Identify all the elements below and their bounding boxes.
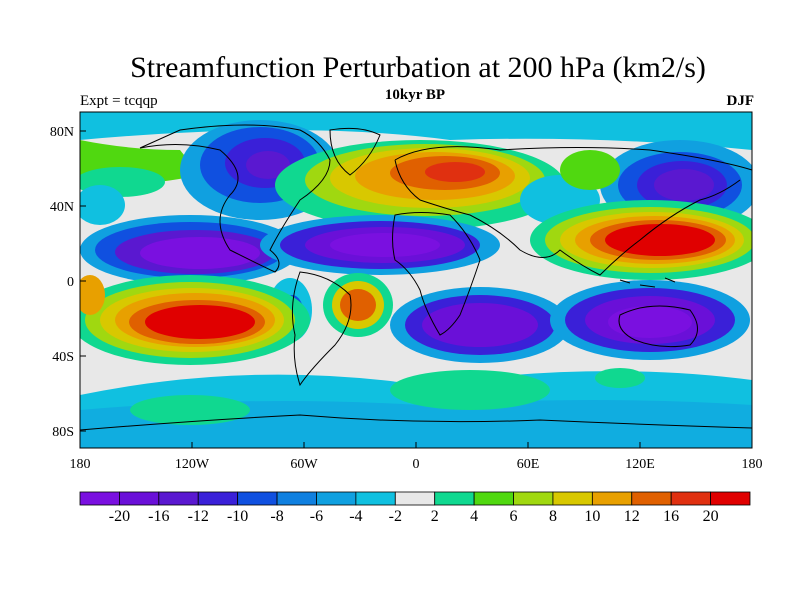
colorbar: -20 -16 -12 -10 -8 -6 -4 -2 2 4 6 8 10 12 16 20 bbox=[79, 491, 751, 525]
colorbar-swatch bbox=[119, 491, 160, 506]
lon-label: 120W bbox=[175, 457, 210, 472]
colorbar-swatch bbox=[394, 491, 436, 506]
colorbar-swatch bbox=[710, 491, 751, 506]
colorbar-swatch bbox=[552, 491, 593, 506]
colorbar-label: -12 bbox=[188, 508, 209, 525]
colorbar-swatch bbox=[670, 491, 711, 506]
period-label: 10kyr BP bbox=[384, 87, 446, 103]
plot-title: Streamfunction Perturbation at 200 hPa (… bbox=[130, 51, 706, 84]
lat-label: 0 bbox=[67, 275, 74, 290]
colorbar-label: -4 bbox=[349, 508, 362, 525]
lat-label: 80N bbox=[50, 125, 74, 140]
colorbar-label: -10 bbox=[227, 508, 248, 525]
colorbar-label: 8 bbox=[549, 508, 557, 525]
colorbar-swatch bbox=[316, 491, 357, 506]
lon-label: 60W bbox=[290, 457, 318, 472]
colorbar-label: 6 bbox=[510, 508, 518, 525]
colorbar-label: 20 bbox=[703, 508, 719, 525]
colorbar-label: 4 bbox=[470, 508, 478, 525]
colorbar-label: -8 bbox=[270, 508, 283, 525]
lon-label: 60E bbox=[517, 457, 540, 472]
colorbar-label: -16 bbox=[148, 508, 169, 525]
colorbar-label: -2 bbox=[389, 508, 402, 525]
lat-axis: 80N 40N 0 40S 80S bbox=[50, 125, 86, 440]
colorbar-swatch bbox=[276, 491, 317, 506]
colorbar-label: 12 bbox=[624, 508, 640, 525]
colorbar-swatch bbox=[434, 491, 475, 506]
contour-field bbox=[80, 112, 752, 448]
colorbar-swatch bbox=[355, 491, 396, 506]
lon-label: 120E bbox=[625, 457, 655, 472]
colorbar-label: 10 bbox=[584, 508, 600, 525]
colorbar-label: 2 bbox=[431, 508, 439, 525]
season-label: DJF bbox=[726, 93, 755, 109]
colorbar-swatch bbox=[79, 491, 120, 506]
colorbar-swatch bbox=[158, 491, 199, 506]
colorbar-label: 16 bbox=[663, 508, 679, 525]
lon-label: 180 bbox=[70, 457, 91, 472]
lat-label: 40N bbox=[50, 200, 74, 215]
colorbar-swatch bbox=[197, 491, 239, 506]
colorbar-swatch bbox=[237, 491, 278, 506]
colorbar-swatch bbox=[473, 491, 514, 506]
lon-axis: 180 120W 60W 0 60E 120E 180 bbox=[70, 442, 763, 472]
experiment-label: Expt = tcqqp bbox=[80, 93, 158, 109]
colorbar-label: -6 bbox=[310, 508, 323, 525]
lon-label: 180 bbox=[742, 457, 763, 472]
colorbar-swatch bbox=[513, 491, 554, 506]
coastlines bbox=[80, 124, 752, 431]
colorbar-swatch bbox=[631, 491, 672, 506]
lat-label: 40S bbox=[52, 350, 74, 365]
lat-label: 80S bbox=[52, 425, 74, 440]
lon-label: 0 bbox=[413, 457, 420, 472]
colorbar-swatch bbox=[591, 491, 633, 506]
colorbar-label: -20 bbox=[109, 508, 130, 525]
